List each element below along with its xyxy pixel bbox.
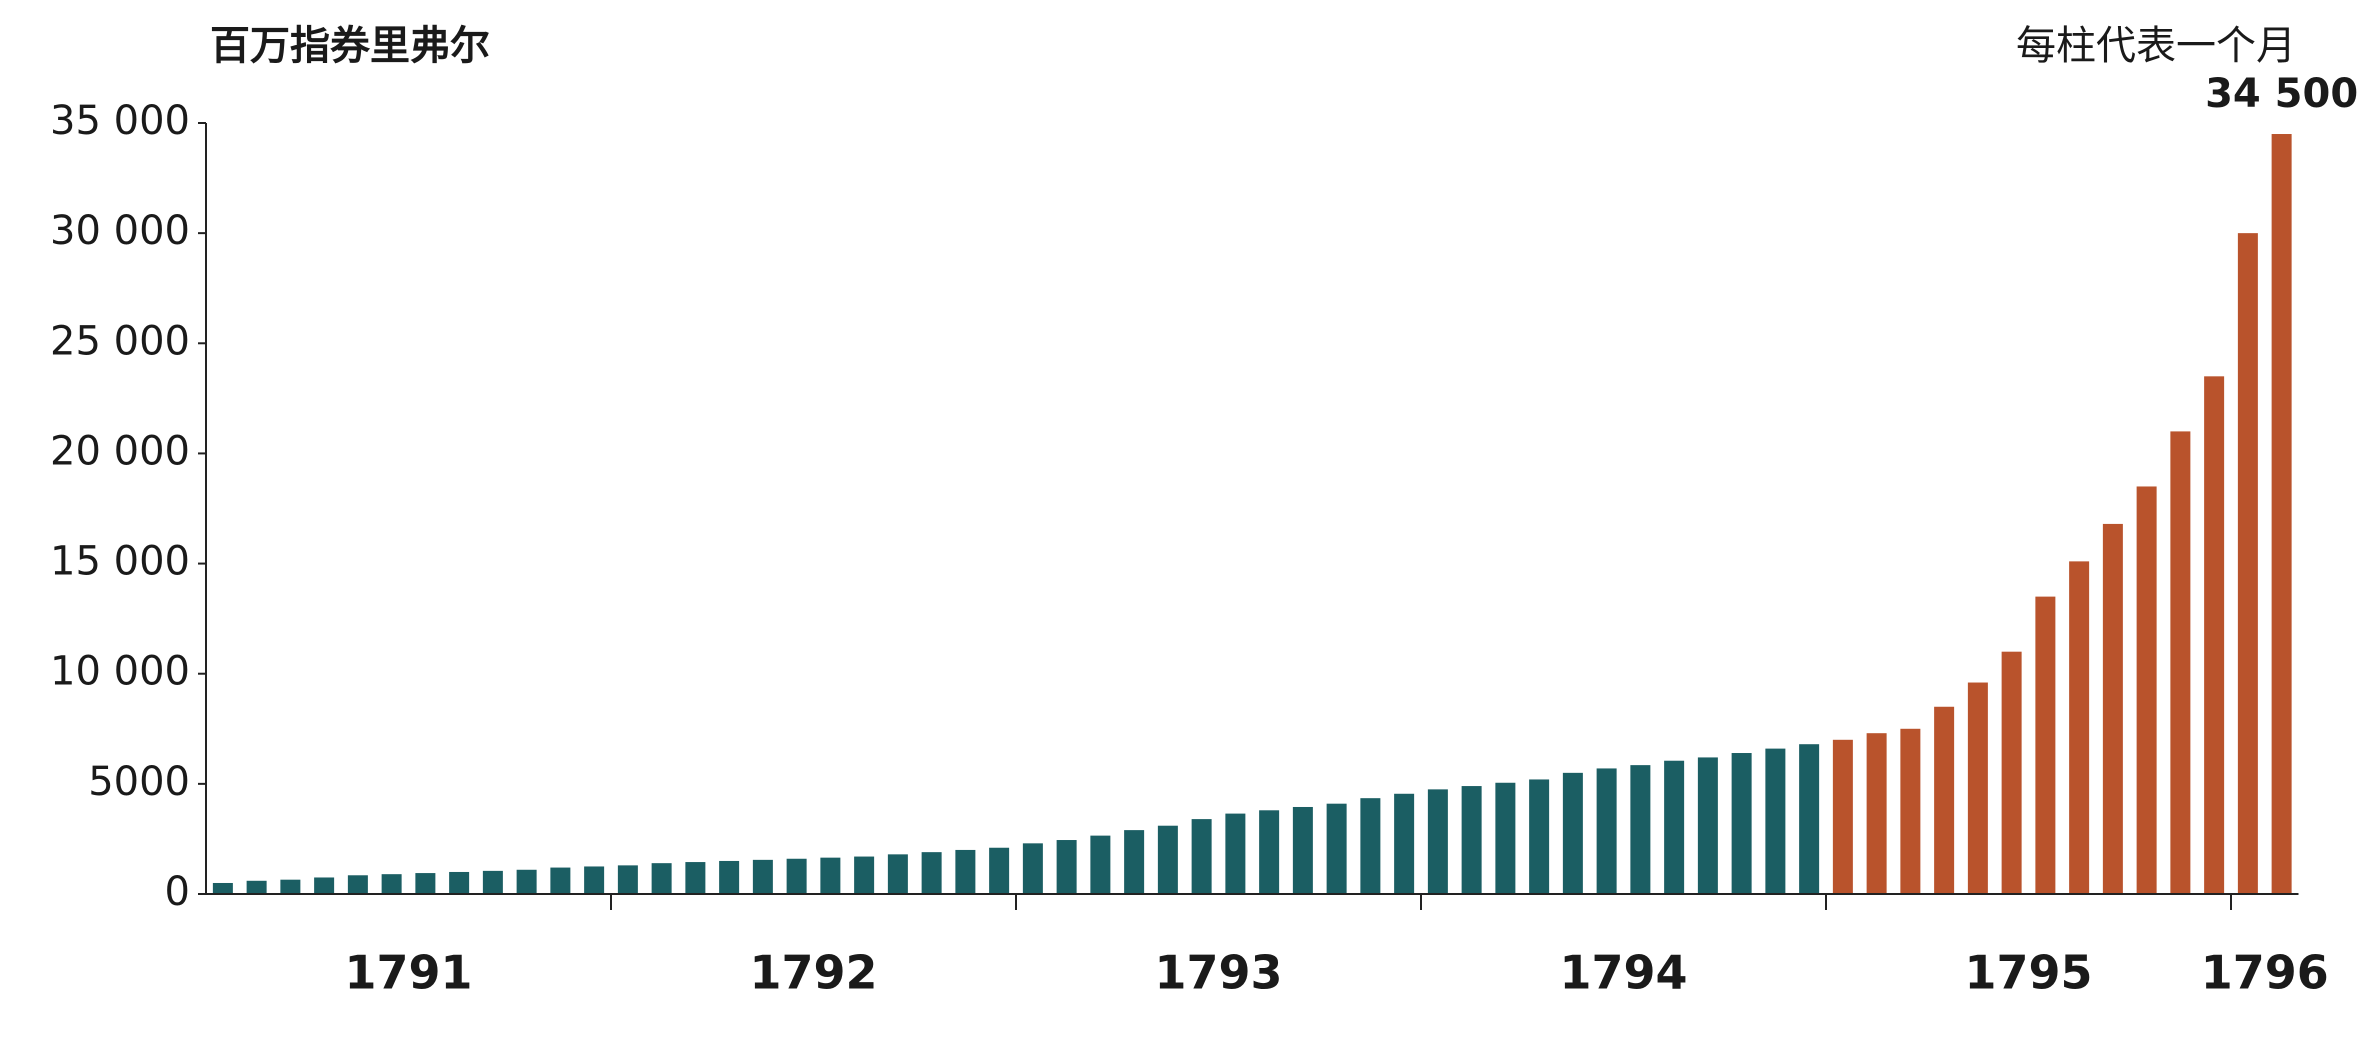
- bar: [651, 863, 672, 894]
- x-tick-label: 1795: [1964, 946, 2092, 1000]
- y-tick-label: 10 000: [50, 649, 190, 695]
- bar: [2204, 376, 2225, 894]
- bar: [887, 854, 908, 894]
- bar: [1934, 706, 1955, 894]
- bar: [584, 866, 605, 894]
- bar: [1259, 810, 1280, 894]
- bar: [246, 880, 267, 894]
- bar: [550, 867, 571, 894]
- chart-title: 百万指券里弗尔: [210, 23, 490, 69]
- bar: [1799, 744, 1820, 894]
- bar: [1495, 782, 1516, 894]
- bar: [1157, 825, 1178, 894]
- bar: [786, 858, 807, 894]
- bar: [381, 874, 402, 894]
- bar: [449, 871, 470, 894]
- bar: [820, 857, 841, 894]
- bar: [1427, 789, 1448, 894]
- bar: [1731, 753, 1752, 894]
- bar: [347, 875, 368, 894]
- bar: [1866, 733, 1887, 894]
- bar: [482, 870, 503, 894]
- bar: [854, 856, 875, 894]
- x-tick-label: 1794: [1559, 946, 1687, 1000]
- bar: [1697, 757, 1718, 894]
- bar: [1596, 768, 1617, 894]
- bar: [1461, 786, 1482, 894]
- bar: [415, 873, 436, 894]
- bar: [1664, 760, 1685, 894]
- bar: [1124, 830, 1145, 894]
- bar: [1765, 748, 1786, 894]
- value-label: 34 500: [2205, 71, 2358, 117]
- bar: [1900, 728, 1921, 894]
- bar: [1292, 806, 1313, 894]
- bar: [516, 869, 537, 894]
- bar: [1225, 813, 1246, 894]
- bar: [921, 852, 942, 894]
- y-tick-label: 5000: [88, 759, 190, 805]
- y-tick-label: 25 000: [50, 318, 190, 364]
- chart-note: 每柱代表一个月: [2016, 23, 2296, 69]
- bar: [617, 865, 638, 894]
- bar: [2069, 561, 2090, 894]
- bar: [1630, 765, 1651, 894]
- bar: [2035, 596, 2056, 894]
- bar: [685, 862, 706, 894]
- y-tick-label: 15 000: [50, 539, 190, 585]
- bar: [719, 860, 740, 894]
- bar: [2136, 486, 2157, 894]
- y-tick-label: 35 000: [50, 98, 190, 144]
- bar: [2271, 134, 2292, 894]
- bar: [989, 847, 1010, 894]
- x-tick-label: 1791: [344, 946, 472, 1000]
- bar: [1562, 772, 1583, 894]
- x-tick-label: 1793: [1154, 946, 1282, 1000]
- bar: [1056, 840, 1077, 894]
- bar: [1832, 739, 1853, 894]
- bar: [314, 877, 335, 894]
- bar: [1360, 798, 1381, 894]
- bar: [1090, 835, 1111, 894]
- bar: [1967, 682, 1988, 894]
- bar: [1326, 803, 1347, 894]
- y-tick-label: 20 000: [50, 428, 190, 474]
- bar: [2170, 431, 2191, 894]
- y-tick-label: 30 000: [50, 208, 190, 254]
- bar: [2237, 233, 2258, 895]
- bar: [1394, 793, 1415, 894]
- bar: [212, 882, 233, 894]
- bar: [280, 879, 301, 894]
- x-tick-label: 1792: [749, 946, 877, 1000]
- bar: [1191, 819, 1212, 894]
- x-tick-label: 1796: [2201, 946, 2329, 1000]
- bar: [1529, 779, 1550, 894]
- bar: [752, 859, 773, 894]
- y-tick-label: 0: [165, 869, 190, 915]
- bar: [955, 849, 976, 894]
- bar: [1022, 843, 1043, 894]
- bar: [2102, 523, 2123, 894]
- bar: [2001, 651, 2022, 894]
